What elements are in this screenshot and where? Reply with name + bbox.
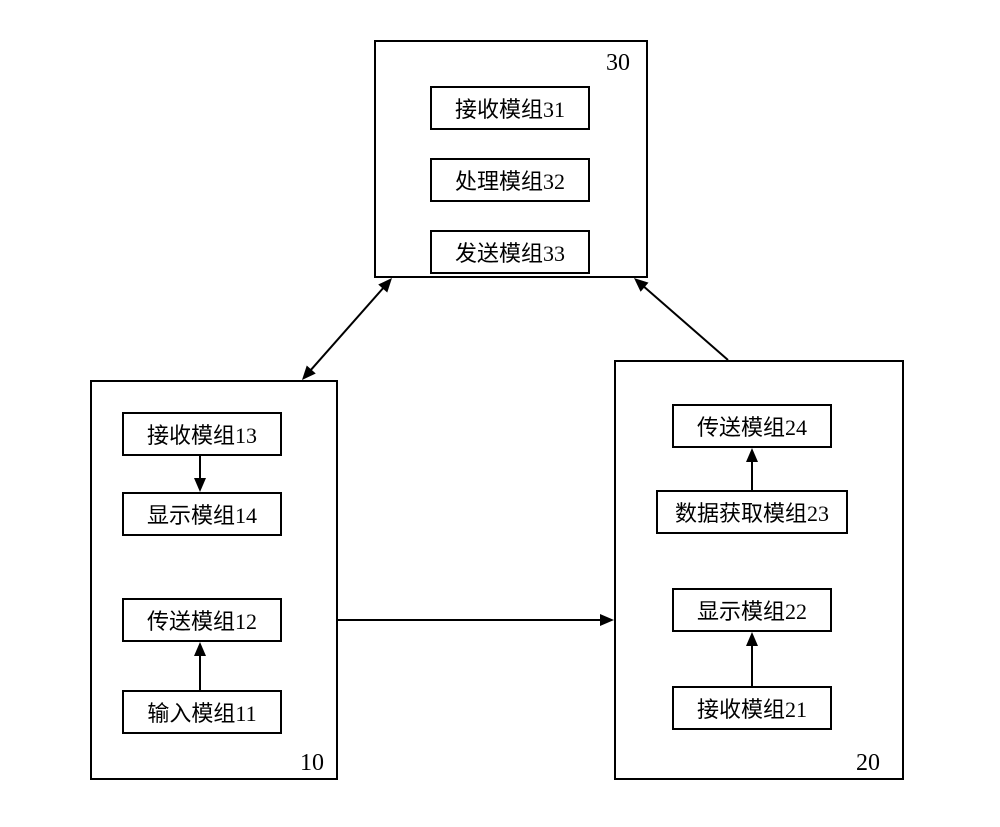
module-13: 接收模组13 [122, 412, 282, 456]
module-23: 数据获取模组23 [656, 490, 848, 534]
module-24: 传送模组24 [672, 404, 832, 448]
module-22: 显示模组22 [672, 588, 832, 632]
module-32: 处理模组32 [430, 158, 590, 202]
module-11: 输入模组11 [122, 690, 282, 734]
module-33: 发送模组33 [430, 230, 590, 274]
module-31: 接收模组31 [430, 86, 590, 130]
module-12: 传送模组12 [122, 598, 282, 642]
module-21: 接收模组21 [672, 686, 832, 730]
diagram-canvas: 30 接收模组31 处理模组32 发送模组33 10 接收模组13 显示模组14… [0, 0, 1000, 827]
block-30-label: 30 [606, 50, 630, 77]
block-20-label: 20 [856, 750, 880, 777]
block-10-label: 10 [300, 750, 324, 777]
module-14: 显示模组14 [122, 492, 282, 536]
